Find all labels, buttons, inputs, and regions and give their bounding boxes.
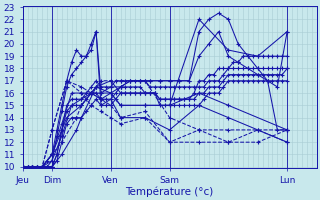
X-axis label: Température (°c): Température (°c) <box>125 186 214 197</box>
